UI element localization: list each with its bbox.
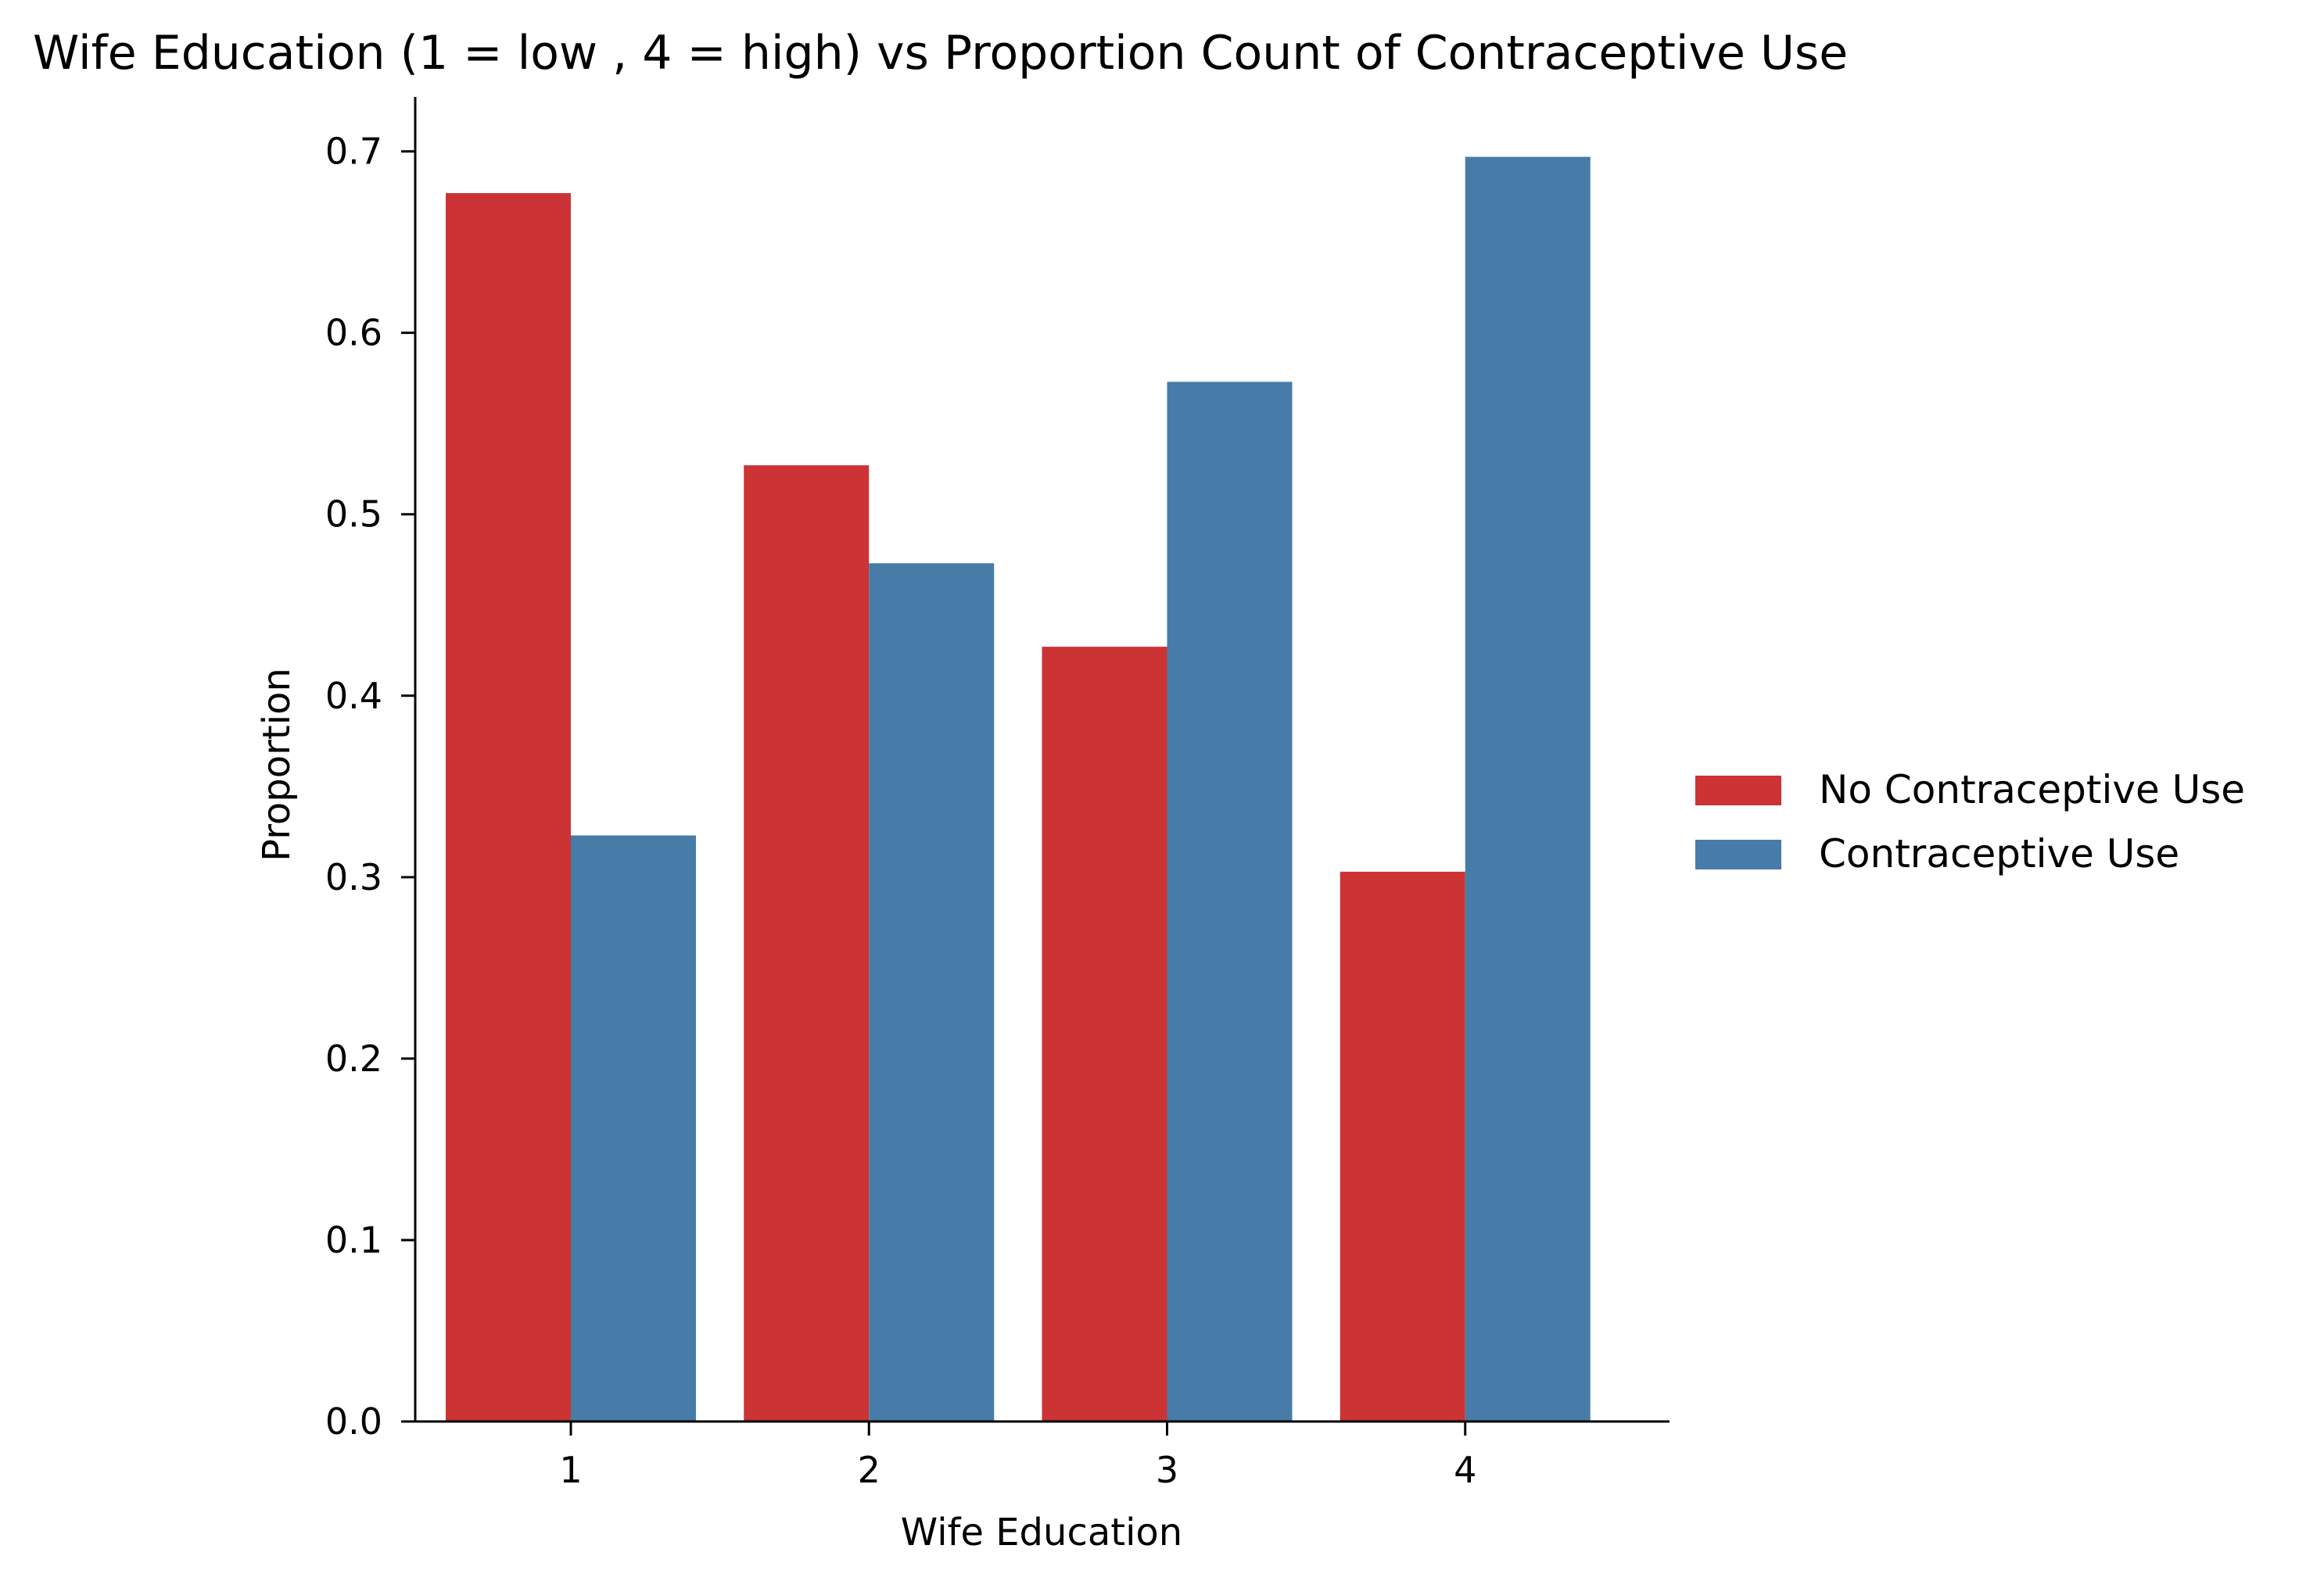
bar-no-contraceptive-use-1 [446,192,571,1422]
x-tick-label: 2 [858,1449,880,1491]
y-tick-label: 0.6 [325,312,382,354]
y-tick-label: 0.1 [325,1219,382,1261]
x-tick-label: 4 [1454,1449,1476,1491]
legend-label: Contraceptive Use [1819,831,2179,877]
y-axis-ticks: 0.0 0.1 0.2 0.3 0.4 0.5 0.6 0.7 [325,131,415,1443]
bar-no-contraceptive-use-4 [1340,871,1465,1421]
y-axis-label: Proportion [255,668,299,862]
bars [446,156,1591,1422]
bar-contraceptive-use-4 [1465,156,1591,1421]
y-tick-label: 0.4 [325,675,382,717]
legend-swatch [1695,776,1781,805]
legend-swatch [1695,840,1781,869]
legend: No Contraceptive Use Contraceptive Use [1695,767,2245,877]
y-tick-label: 0.3 [325,856,382,898]
y-tick-label: 0.5 [325,493,382,536]
bar-contraceptive-use-2 [869,563,995,1421]
bar-contraceptive-use-1 [571,835,696,1421]
bar-no-contraceptive-use-2 [744,465,870,1421]
y-tick-label: 0.7 [325,131,382,173]
y-tick-label: 0.0 [325,1400,382,1443]
chart-title: Wife Education (1 = low , 4 = high) vs P… [33,26,1848,81]
bar-no-contraceptive-use-3 [1042,647,1167,1421]
y-tick-label: 0.2 [325,1038,382,1080]
x-axis-ticks: 1 2 3 4 [559,1421,1476,1491]
x-tick-label: 1 [559,1449,582,1491]
bar-contraceptive-use-3 [1167,382,1293,1421]
x-tick-label: 3 [1156,1449,1178,1491]
legend-label: No Contraceptive Use [1819,767,2245,812]
x-axis-label: Wife Education [901,1511,1182,1554]
